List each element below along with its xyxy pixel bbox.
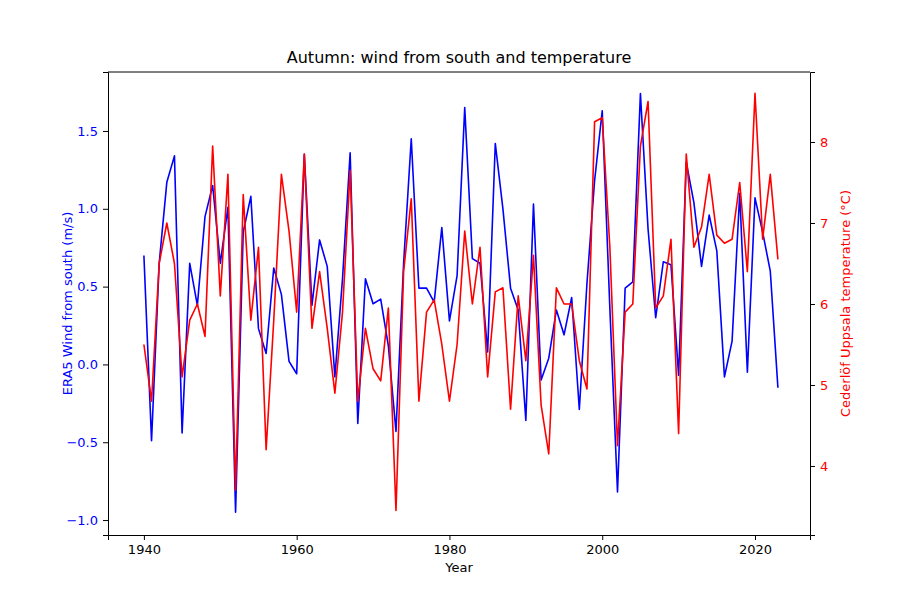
- tick: 0.5: [77, 279, 108, 294]
- tick-mark: [602, 535, 603, 540]
- tick-mark: [810, 385, 815, 386]
- tick: −1.0: [66, 513, 108, 528]
- chart: 1940 1960 1980 2000 2020 −1.0 −0.5 0.0 0.5 1.0 1.5…: [0, 0, 900, 600]
- tick: 1.0: [77, 201, 108, 216]
- tick-mark: [449, 535, 450, 540]
- tick-mark: [103, 287, 108, 288]
- tick-label: 1.5: [77, 124, 98, 139]
- tick-label: 2020: [739, 542, 772, 557]
- tick-label: 8: [820, 135, 828, 150]
- tick-mark: [103, 364, 108, 365]
- tick-mark: [755, 535, 756, 540]
- tick-label: −0.5: [66, 435, 98, 450]
- frame-top: [108, 72, 810, 73]
- tick-label: 0.5: [77, 279, 98, 294]
- tick-mark: [103, 131, 108, 132]
- tick-mark: [810, 223, 815, 224]
- tick-label: −1.0: [66, 513, 98, 528]
- x-axis-label: Year: [444, 560, 473, 575]
- tick: 5: [810, 378, 828, 393]
- tick-mark: [810, 304, 815, 305]
- tick-mark: [103, 442, 108, 443]
- tick-label: 5: [820, 378, 828, 393]
- x-axis-line: [109, 536, 811, 541]
- y-axis-line: [103, 73, 109, 536]
- plot-area: [144, 93, 778, 512]
- x-axis: 1940 1960 1980 2000 2020: [109, 535, 811, 557]
- tick-label: 4: [820, 459, 828, 474]
- tick: 7: [810, 216, 828, 231]
- tick-label: 1.0: [77, 201, 98, 216]
- tick: 2000: [586, 535, 619, 557]
- y-axis-label: ERA5 Wind from south (m/s): [60, 212, 75, 396]
- tick: 4: [810, 459, 828, 474]
- series-line: [144, 94, 778, 513]
- tick: 1980: [433, 535, 466, 557]
- tick: 1940: [128, 535, 161, 557]
- tick-label: 2000: [586, 542, 619, 557]
- tick: 0.0: [77, 357, 108, 372]
- tick-mark: [810, 466, 815, 467]
- y2-axis: 4 5 6 7 8: [810, 73, 828, 536]
- tick: −0.5: [66, 435, 108, 450]
- tick-mark: [810, 142, 815, 143]
- tick-label: 7: [820, 216, 828, 231]
- tick: 2020: [739, 535, 772, 557]
- tick-label: 1960: [281, 542, 314, 557]
- tick: 1.5: [77, 124, 108, 139]
- y2-axis-label: Cederlöf Uppsala temperature (°C): [838, 190, 853, 417]
- tick-mark: [144, 535, 145, 540]
- tick-label: 1980: [433, 542, 466, 557]
- tick-mark: [103, 520, 108, 521]
- title: Autumn: wind from south and temperature: [287, 48, 631, 67]
- tick-label: 0.0: [77, 357, 98, 372]
- y2-axis-line: [811, 73, 816, 536]
- tick: 6: [810, 297, 828, 312]
- tick: 8: [810, 135, 828, 150]
- series-line: [144, 93, 778, 510]
- tick: 1960: [281, 535, 314, 557]
- tick-mark: [297, 535, 298, 540]
- tick-label: 1940: [128, 542, 161, 557]
- tick-mark: [103, 209, 108, 210]
- tick-label: 6: [820, 297, 828, 312]
